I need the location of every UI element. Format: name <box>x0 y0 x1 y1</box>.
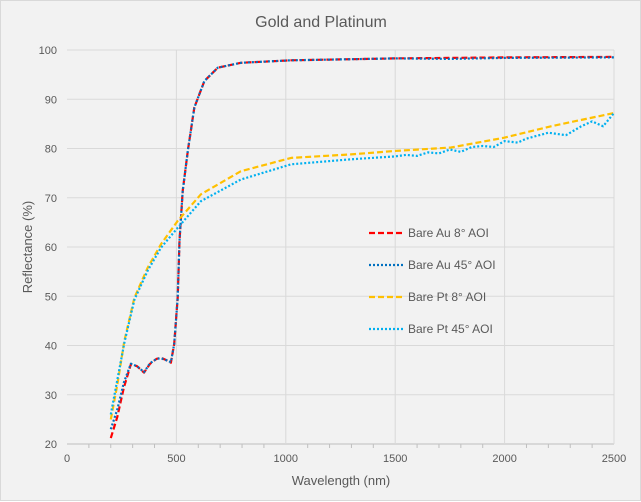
series-line-4 <box>109 112 615 415</box>
y-tick-label: 50 <box>45 291 57 303</box>
y-axis-label: Reflectance (%) <box>20 201 35 293</box>
chart-title: Gold and Platinum <box>255 14 387 31</box>
y-tick-label: 30 <box>45 390 57 402</box>
x-tick-label: 1000 <box>274 453 298 465</box>
x-tick-label: 1500 <box>383 453 407 465</box>
y-tick-label: 60 <box>45 242 57 254</box>
y-tick-label: 20 <box>45 439 57 451</box>
legend-label: Bare Pt 8° AOI <box>408 290 486 304</box>
series-line-3 <box>109 111 615 420</box>
legend-item: Bare Au 45° AOI <box>369 258 496 272</box>
gridlines <box>67 49 615 448</box>
legend-item: Bare Pt 45° AOI <box>369 322 493 336</box>
y-tick-label: 80 <box>45 144 57 156</box>
x-tick-label: 500 <box>167 453 185 465</box>
y-tick-label: 100 <box>39 45 57 57</box>
x-tick-label: 0 <box>64 453 70 465</box>
legend-label: Bare Pt 45° AOI <box>408 322 493 336</box>
series-lines <box>109 55 615 439</box>
legend-item: Bare Au 8° AOI <box>369 226 489 240</box>
series-line-2 <box>109 56 615 430</box>
x-tick-label: 2500 <box>602 453 626 465</box>
legend: Bare Au 8° AOI Bare Au 45° AOI Bare Pt 8° … <box>369 226 496 336</box>
x-axis-label: Wavelength (nm) <box>292 473 391 488</box>
x-tick-label: 2000 <box>492 453 516 465</box>
y-tick-label: 40 <box>45 341 57 353</box>
legend-item: Bare Pt 8° AOI <box>369 290 486 304</box>
legend-label: Bare Au 45° AOI <box>408 258 496 272</box>
y-tick-label: 90 <box>45 94 57 106</box>
legend-label: Bare Au 8° AOI <box>408 226 489 240</box>
y-tick-label: 70 <box>45 193 57 205</box>
